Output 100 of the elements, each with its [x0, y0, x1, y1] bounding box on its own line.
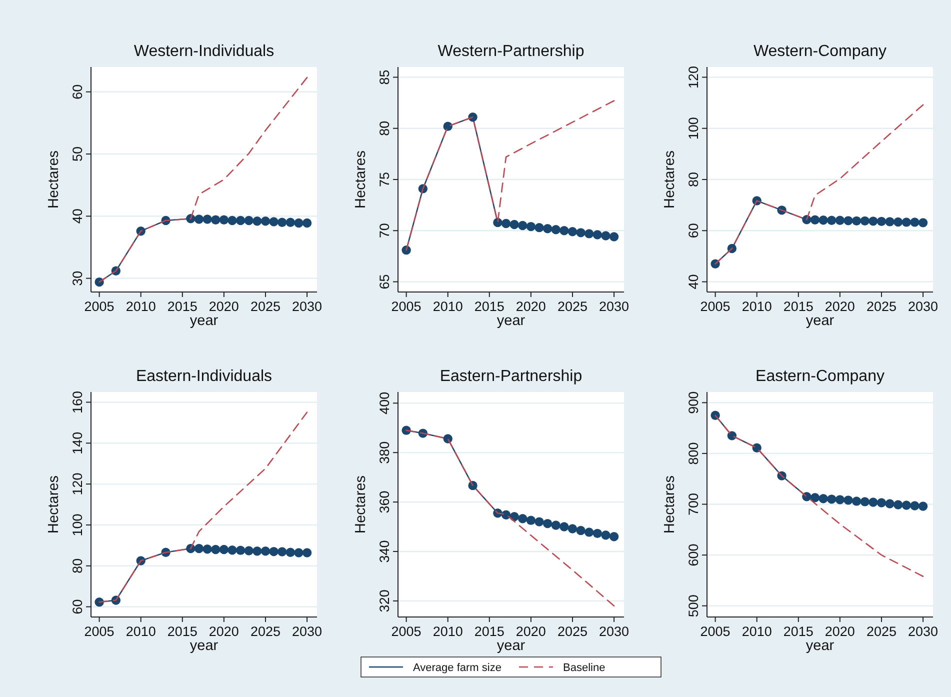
point [910, 501, 920, 510]
point [592, 230, 602, 240]
x-tick-label: 2010 [126, 624, 156, 639]
point [852, 216, 862, 226]
point [526, 516, 536, 525]
x-tick-label: 2025 [557, 624, 588, 639]
y-tick-label: 120 [686, 66, 701, 88]
point [601, 530, 610, 540]
x-tick-label: 2030 [292, 624, 322, 639]
point [601, 231, 610, 240]
y-tick-label: 60 [70, 84, 85, 100]
point [211, 544, 220, 554]
point [902, 218, 912, 227]
x-tick-label: 2025 [866, 299, 897, 314]
point [894, 500, 903, 510]
y-axis-title: Hectares [662, 475, 678, 534]
y-tick-label: 65 [377, 274, 392, 290]
point [236, 216, 246, 226]
point [609, 232, 619, 242]
x-tick-label: 2015 [474, 624, 504, 639]
point [260, 216, 270, 226]
x-tick-label: 2030 [908, 299, 938, 314]
x-tick-label: 2010 [432, 624, 463, 639]
x-tick-label: 2025 [250, 624, 281, 639]
x-tick-label: 2010 [126, 299, 156, 314]
x-tick-label: 2005 [391, 299, 422, 314]
y-tick-label: 50 [70, 146, 85, 162]
y-tick-label: 40 [686, 274, 701, 290]
point [534, 222, 544, 232]
y-axis-title: Hectares [46, 150, 62, 209]
x-tick-label: 2005 [84, 299, 114, 314]
x-tick-label: 2025 [866, 624, 897, 639]
y-axis-title: Hectares [353, 150, 369, 209]
x-tick-label: 2030 [599, 624, 630, 639]
point [584, 528, 594, 537]
x-tick-label: 2005 [391, 624, 422, 639]
y-tick-label: 380 [377, 441, 392, 464]
point [868, 498, 878, 507]
point [501, 218, 511, 228]
x-tick-label: 2010 [742, 299, 772, 314]
point [510, 220, 519, 230]
y-tick-label: 160 [70, 390, 85, 414]
point [860, 497, 870, 506]
point [568, 524, 578, 534]
point [260, 546, 270, 556]
point [818, 216, 828, 225]
x-tick-label: 2020 [824, 299, 855, 314]
point [302, 548, 312, 558]
point [868, 216, 878, 226]
point [236, 546, 246, 555]
y-axis-title: Hectares [46, 475, 62, 534]
point [894, 217, 903, 227]
point [918, 218, 928, 228]
point [202, 214, 212, 224]
point [560, 226, 569, 236]
x-tick-label: 2015 [783, 624, 814, 639]
point [551, 225, 560, 234]
y-tick-label: 400 [377, 392, 392, 414]
point [286, 218, 296, 227]
legend-label: Baseline [563, 662, 606, 674]
x-tick-label: 2020 [824, 624, 855, 639]
y-tick-label: 900 [686, 391, 701, 414]
x-tick-label: 2005 [700, 299, 730, 314]
point [518, 220, 528, 230]
point [835, 216, 845, 226]
point [269, 217, 278, 226]
x-axis-title: year [496, 313, 526, 329]
point [827, 216, 836, 226]
point [278, 218, 287, 227]
point [302, 218, 312, 228]
y-tick-label: 80 [377, 120, 392, 136]
y-tick-label: 100 [70, 514, 85, 536]
point [526, 222, 536, 232]
point [609, 532, 619, 542]
y-axis-title: Hectares [353, 475, 369, 534]
point [568, 227, 578, 236]
x-axis-title: year [190, 313, 218, 329]
y-tick-label: 40 [70, 208, 85, 224]
x-tick-label: 2030 [599, 299, 630, 314]
point [551, 520, 560, 530]
x-tick-label: 2010 [432, 299, 463, 314]
y-tick-label: 360 [377, 490, 392, 514]
point [885, 499, 894, 508]
x-tick-label: 2005 [84, 624, 114, 639]
point [576, 228, 586, 238]
point [269, 546, 278, 556]
y-tick-label: 80 [686, 172, 701, 188]
point [219, 544, 229, 554]
point [827, 494, 836, 504]
x-axis-title: year [806, 638, 834, 654]
x-tick-label: 2025 [250, 299, 281, 314]
y-tick-label: 600 [686, 544, 701, 566]
y-tick-label: 75 [377, 172, 392, 188]
point [592, 528, 602, 538]
point [278, 547, 287, 556]
point [576, 526, 586, 536]
point [202, 544, 212, 554]
chart-title: Eastern-Individuals [136, 368, 272, 385]
point [876, 498, 886, 508]
point [542, 224, 552, 234]
